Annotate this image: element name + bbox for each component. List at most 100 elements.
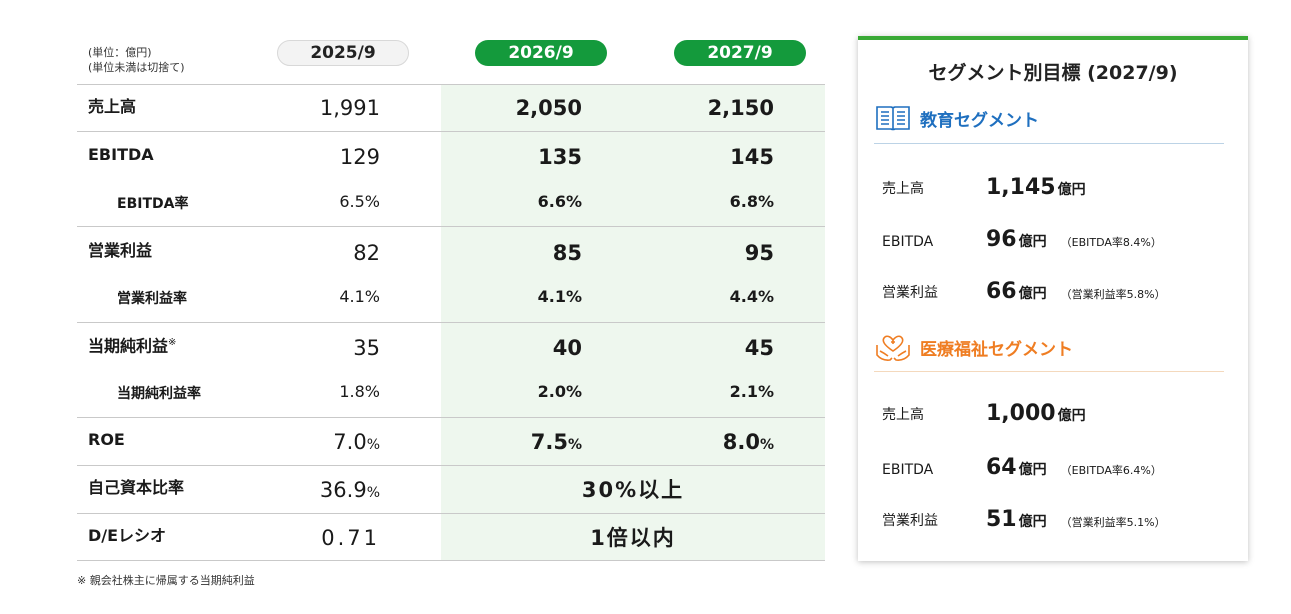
value-operating-profit-2025: 82 [353,241,380,265]
metric-unit: 億円 [1018,514,1047,530]
row-label-ebitda-rate: EBITDA率 [117,196,189,212]
education-operating-profit-row: 営業利益 66 億円 （営業利益率5.8%） [882,274,1232,304]
value-operating-margin-2025: 4.1% [339,287,380,306]
metric-unit: 億円 [1057,182,1086,198]
metric-number: 66 [986,279,1017,304]
value-ebitda-rate-2027: 6.8% [729,192,774,211]
metric-note: （営業利益率5.8%） [1060,288,1166,301]
row-divider [77,84,825,85]
value-operating-margin-2027: 4.4% [729,287,774,306]
care-hands-icon [876,335,910,361]
metric-label: 営業利益 [882,513,938,529]
value-sales-2025: 1,991 [319,96,380,120]
education-segment-header: 教育セグメント [874,102,1039,134]
unit-note: (単位：億円) (単位未満は切捨て) [88,45,185,75]
row-divider [77,131,825,132]
card-title: セグメント別目標 (2027/9) [928,62,1178,84]
percent-sign: % [567,437,582,453]
value-roe-2027: 8.0% [723,432,774,453]
metric-value: 64 億円 （EBITDA率6.4%） [986,455,1162,480]
percent-sign: % [366,437,380,453]
footnote: ※ 親会社株主に帰属する当期純利益 [77,574,255,587]
roe-2027-number: 8.0 [722,430,760,454]
row-divider [77,465,825,466]
metric-unit: 億円 [1018,462,1047,478]
row-label-net-income: 当期純利益※ [88,338,176,354]
metric-label: EBITDA [882,462,934,478]
metric-value: 96 億円 （EBITDA率8.4%） [986,227,1162,252]
value-ebitda-2027: 145 [730,145,774,169]
metric-note: （EBITDA率8.4%） [1060,236,1162,249]
row-label-ebitda: EBITDA [88,145,154,164]
medical-ebitda-row: EBITDA 64 億円 （EBITDA率6.4%） [882,450,1232,480]
metric-note: （EBITDA率6.4%） [1060,464,1162,477]
row-divider [77,417,825,418]
row-divider [77,560,825,561]
value-ebitda-rate-2025: 6.5% [339,192,380,211]
metric-number: 1,000 [986,401,1056,426]
value-net-margin-2026: 2.0% [537,382,582,401]
equity-ratio-target: 30%以上 [581,478,685,502]
value-net-margin-2027: 2.1% [729,382,774,401]
metric-value: 1,145 億円 [986,175,1086,200]
row-divider [77,226,825,227]
segment-divider [874,143,1224,144]
unit-note-line2: (単位未満は切捨て) [88,61,185,74]
percent-sign: % [759,437,774,453]
value-sales-2026: 2,050 [515,96,582,120]
row-divider [77,513,825,514]
segment-divider [874,371,1224,372]
education-segment-name: 教育セグメント [920,110,1039,131]
row-label-equity-ratio: 自己資本比率 [88,478,185,497]
row-label-roe: ROE [88,430,125,449]
metric-label: 売上高 [882,181,924,197]
segment-targets-card: セグメント別目標 (2027/9) 教育セグメント 売上高 1,145 億円 EB… [858,36,1248,561]
metric-value: 66 億円 （営業利益率5.8%） [986,279,1166,304]
metric-label: 売上高 [882,407,924,423]
value-ebitda-2025: 129 [339,145,380,169]
column-header-2027: 2027/9 [674,40,806,66]
metric-note: （営業利益率5.1%） [1060,516,1166,529]
value-roe-2025: 7.0% [333,432,380,453]
value-net-income-2025: 35 [353,336,380,360]
card-accent-bar [858,36,1248,40]
value-de-ratio-2025: 0.71 [321,526,380,550]
medical-welfare-segment-header: 医療福祉セグメント [874,331,1073,363]
value-net-margin-2025: 1.8% [339,382,380,401]
metric-label: EBITDA [882,234,934,250]
medical-operating-profit-row: 営業利益 51 億円 （営業利益率5.1%） [882,502,1232,532]
row-divider [77,322,825,323]
value-ebitda-rate-2026: 6.6% [537,192,582,211]
metric-unit: 億円 [1018,234,1047,250]
unit-note-line1: (単位：億円) [88,46,152,59]
value-roe-2026: 7.5% [531,432,582,453]
metric-unit: 億円 [1018,286,1047,302]
value-operating-margin-2026: 4.1% [537,287,582,306]
metric-number: 51 [986,507,1017,532]
column-header-2026: 2026/9 [475,40,607,66]
row-label-operating-margin: 営業利益率 [117,291,187,307]
metric-number: 96 [986,227,1017,252]
medical-sales-row: 売上高 1,000 億円 [882,396,1232,426]
footnote-mark: ※ [168,337,177,348]
education-sales-row: 売上高 1,145 億円 [882,170,1232,200]
value-net-income-2026: 40 [552,336,582,360]
value-equity-ratio-2025: 36.9% [320,480,380,501]
roe-2025-number: 7.0 [333,430,367,454]
row-label-operating-profit: 営業利益 [88,241,153,260]
value-operating-profit-2027: 95 [744,241,774,265]
value-net-income-2027: 45 [744,336,774,360]
metric-number: 64 [986,455,1017,480]
value-ebitda-2026: 135 [538,145,582,169]
education-ebitda-row: EBITDA 96 億円 （EBITDA率8.4%） [882,222,1232,252]
row-label-sales: 売上高 [88,97,137,116]
equity-ratio-number: 36.9 [319,478,367,502]
metric-value: 1,000 億円 [986,401,1086,426]
row-label-net-margin: 当期純利益率 [117,386,201,402]
value-sales-2027: 2,150 [707,96,774,120]
metric-number: 1,145 [986,175,1056,200]
metric-unit: 億円 [1057,408,1086,424]
column-header-2025: 2025/9 [277,40,409,66]
row-label-de-ratio: D/Eレシオ [88,526,167,545]
book-icon [876,106,910,131]
